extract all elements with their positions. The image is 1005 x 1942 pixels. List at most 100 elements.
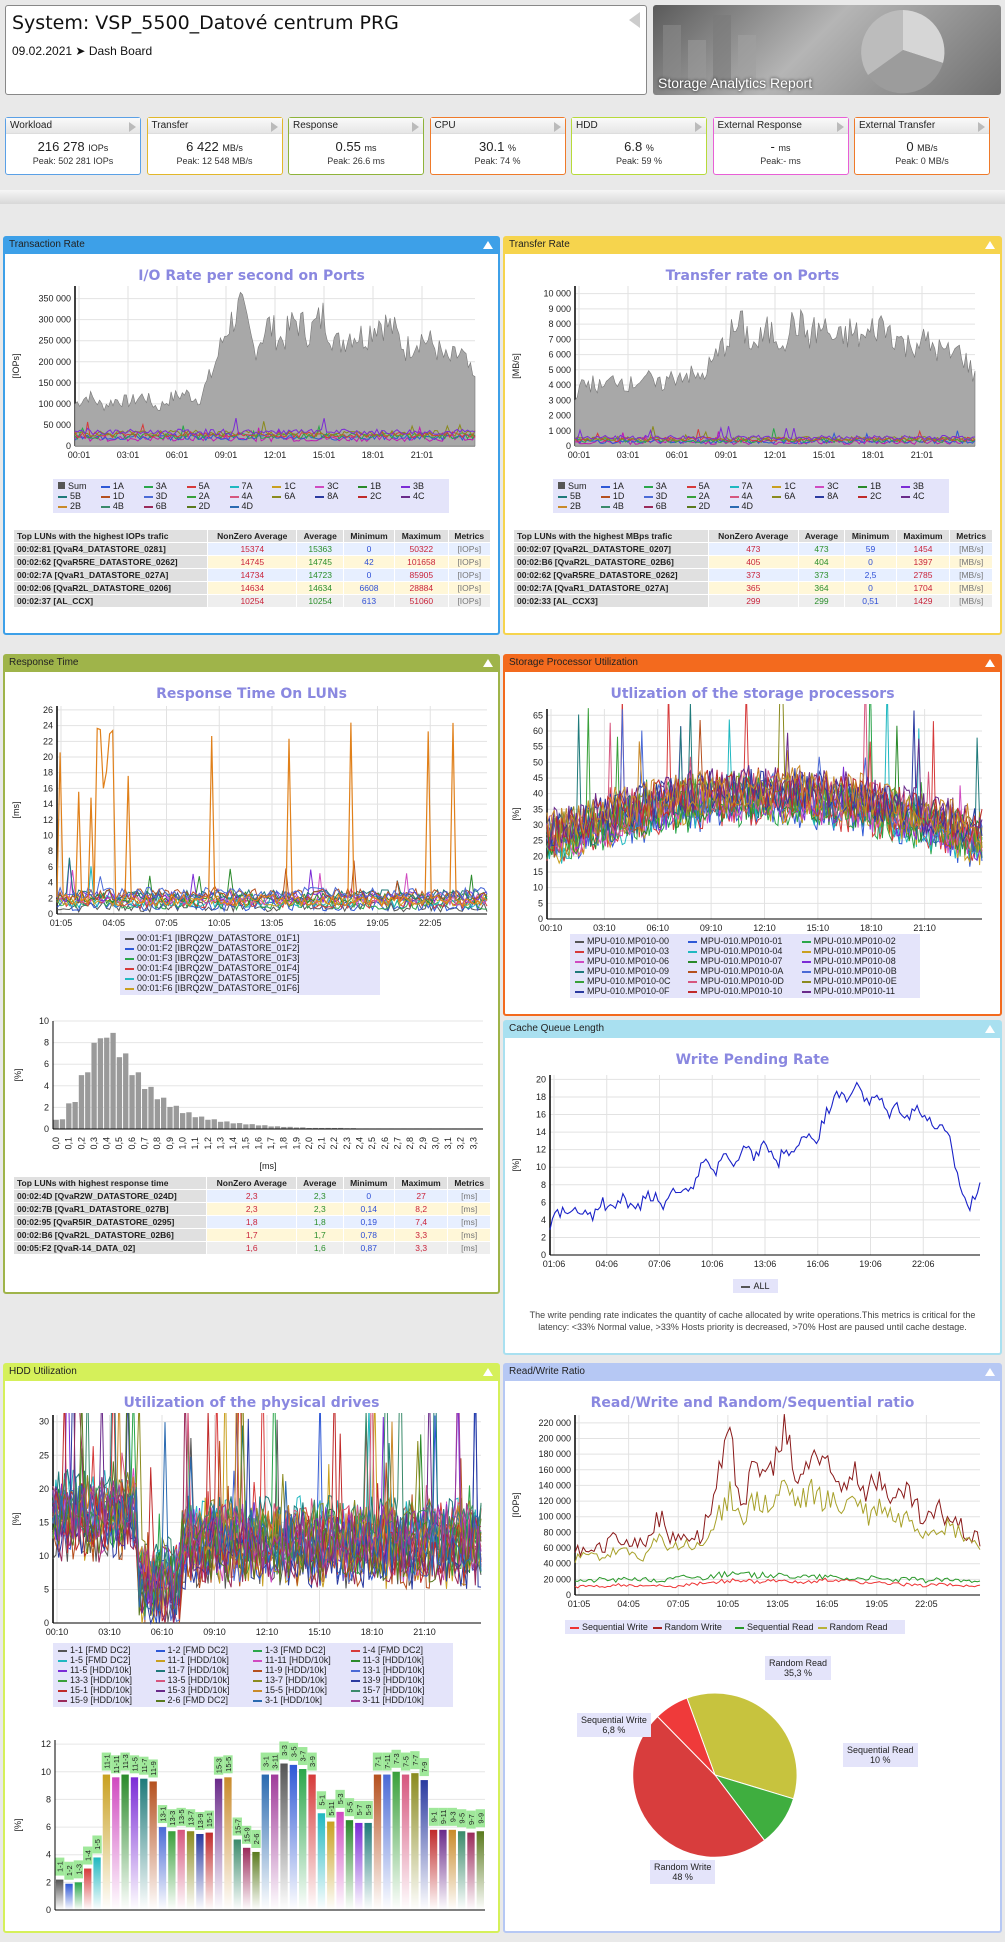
legend-item[interactable]: MPU-010.MP010-0B (801, 966, 915, 976)
expand-right-icon[interactable] (270, 122, 278, 132)
legend-item[interactable]: MPU-010.MP010-04 (688, 946, 801, 956)
legend-item[interactable]: 4D (229, 501, 273, 511)
legend-item[interactable]: 1-5 [FMD DC2] (58, 1655, 156, 1665)
table-row[interactable]: 00:02:81 [QvaR4_DATASTORE_0281] 15374 1536… (14, 543, 490, 555)
table-row[interactable]: 00:02:7B [QvaR1_DATASTORE_027B] 2,3 2,3 0,1… (14, 1203, 490, 1215)
legend-item[interactable]: MPU-010.MP010-00 (575, 936, 688, 946)
table-row[interactable]: 00:05:F2 [QvaR-14_DATA_02] 1,6 1,6 0,87 3,3[… (14, 1242, 490, 1254)
table-row[interactable]: 00:02:33 [AL_CCX3] 299 299 0,51 1429 [MB/s] (514, 595, 992, 607)
expand-right-icon[interactable] (553, 122, 561, 132)
legend-item[interactable]: 5A (686, 481, 730, 491)
breadcrumb-dashboard[interactable]: Dash Board (88, 44, 153, 58)
table-row[interactable]: 00:02:B6 [QvaR2L_DATASTORE_02B6] 1,7 1,7 0,… (14, 1229, 490, 1241)
legend-item[interactable]: 00:01:F4 [IBRQ2W_DATASTORE_01F4] (125, 963, 375, 973)
legend-item[interactable]: 7A (729, 481, 773, 491)
legend-item[interactable]: 1C (772, 481, 815, 491)
legend-item[interactable]: 11-7 [HDD/10k] (155, 1665, 254, 1675)
legend-item[interactable]: 2D (686, 501, 730, 511)
legend-item[interactable]: 11-9 [HDD/10k] (253, 1665, 351, 1675)
legend-item[interactable]: MPU-010.MP010-0F (575, 986, 688, 996)
legend-item[interactable]: 13-1 [HDD/10k] (350, 1665, 449, 1675)
legend-item[interactable]: 4B (100, 501, 144, 511)
legend-item[interactable]: 15-3 [HDD/10k] (155, 1685, 254, 1695)
legend-item[interactable]: 3D (643, 491, 687, 501)
legend-item[interactable]: 1-4 [FMD DC2] (350, 1645, 449, 1655)
legend-item[interactable]: Sum (558, 481, 601, 491)
kpi-cpu[interactable]: CPU 30.1 % Peak: 74 % (429, 117, 566, 175)
legend-item[interactable]: MPU-010.MP010-0D (688, 976, 801, 986)
legend-item[interactable]: 5B (558, 491, 601, 501)
legend-item[interactable]: 1-1 [FMD DC2] (58, 1645, 156, 1655)
legend-item[interactable]: MPU-010.MP010-0E (801, 976, 915, 986)
legend-item[interactable]: 8A (815, 491, 858, 501)
table-row[interactable]: 00:02:06 [QvaR2L_DATASTORE_0206] 14634 146… (14, 582, 490, 594)
legend-item[interactable]: 4A (729, 491, 773, 501)
legend-item[interactable]: 4D (729, 501, 773, 511)
legend-item[interactable]: 2A (186, 491, 230, 501)
legend-item[interactable]: 8A (315, 491, 358, 501)
legend-item[interactable]: 2D (186, 501, 230, 511)
collapse-up-icon[interactable] (985, 1025, 995, 1033)
legend-item[interactable]: MPU-010.MP010-10 (688, 986, 801, 996)
legend-item[interactable]: MPU-010.MP010-0C (575, 976, 688, 986)
legend-item[interactable]: 2B (58, 501, 101, 511)
legend-item[interactable]: 11-11 [HDD/10k] (253, 1655, 351, 1665)
table-row[interactable]: 00:02:95 [QvaR5IR_DATASTORE_0295] 1,8 1,8 0… (14, 1216, 490, 1228)
expand-right-icon[interactable] (129, 122, 136, 132)
legend-item[interactable]: 4B (600, 501, 644, 511)
legend-item[interactable]: Sequential Read (735, 1622, 818, 1632)
legend-item[interactable]: 3A (143, 481, 187, 491)
legend-item[interactable]: 13-5 [HDD/10k] (155, 1675, 254, 1685)
legend-item[interactable]: 11-3 [HDD/10k] (350, 1655, 449, 1665)
expand-right-icon[interactable] (412, 122, 419, 132)
legend-item[interactable]: 1-2 [FMD DC2] (155, 1645, 254, 1655)
legend-item[interactable]: MPU-010.MP010-05 (801, 946, 915, 956)
legend-item[interactable]: 2A (686, 491, 730, 501)
table-row[interactable]: 00:02:07 [QvaR2L_DATASTORE_0207] 473 473 59… (514, 543, 992, 555)
legend-item[interactable]: 3C (815, 481, 858, 491)
legend-item[interactable]: Sequential Write (570, 1622, 653, 1632)
legend-item[interactable]: 3-1 [HDD/10k] (253, 1695, 351, 1705)
table-row[interactable]: 00:02:62 [QvaR5RE_DATASTORE_0262] 14745 14… (14, 556, 490, 568)
legend-item[interactable]: 1D (100, 491, 144, 501)
legend-item[interactable]: MPU-010.MP010-07 (688, 956, 801, 966)
legend-item[interactable]: 4C (401, 491, 444, 501)
kpi-hdd[interactable]: HDD 6.8 % Peak: 59 % (571, 117, 707, 175)
legend-item[interactable]: 00:01:F1 [IBRQ2W_DATASTORE_01F1] (125, 933, 375, 943)
legend-item[interactable]: Sum (58, 481, 101, 491)
legend-item[interactable]: 00:01:F5 [IBRQ2W_DATASTORE_01F5] (125, 973, 375, 983)
legend-item[interactable]: 6A (772, 491, 815, 501)
legend-item[interactable]: 4A (229, 491, 273, 501)
kpi-external-response[interactable]: External Response - ms Peak:- ms (712, 117, 849, 175)
legend-item[interactable]: 1C (272, 481, 315, 491)
legend-item[interactable]: 1A (600, 481, 644, 491)
legend-item[interactable]: 3B (901, 481, 944, 491)
legend-item[interactable]: ALL (738, 1281, 773, 1291)
collapse-up-icon[interactable] (483, 1368, 493, 1376)
panel-header[interactable]: Read/Write Ratio (505, 1365, 1000, 1381)
table-row[interactable]: 00:02:62 [QvaR5RE_DATASTORE_0262] 373 373 2… (514, 569, 992, 581)
legend-item[interactable]: 00:01:F2 [IBRQ2W_DATASTORE_01F2] (125, 943, 375, 953)
legend-item[interactable]: MPU-010.MP010-06 (575, 956, 688, 966)
legend-item[interactable]: MPU-010.MP010-08 (801, 956, 915, 966)
legend-item[interactable]: MPU-010.MP010-0A (688, 966, 801, 976)
kpi-response[interactable]: Response 0.55 ms Peak: 26.6 ms (288, 117, 424, 175)
legend-item[interactable]: 15-5 [HDD/10k] (253, 1685, 351, 1695)
legend-item[interactable]: 2C (358, 491, 401, 501)
legend-item[interactable]: 3C (315, 481, 358, 491)
legend-item[interactable]: 2B (558, 501, 601, 511)
legend-item[interactable]: 11-5 [HDD/10k] (58, 1665, 156, 1675)
legend-item[interactable]: 1-3 [FMD DC2] (253, 1645, 351, 1655)
legend-item[interactable]: 13-3 [HDD/10k] (58, 1675, 156, 1685)
legend-item[interactable]: 2C (858, 491, 901, 501)
legend-item[interactable]: 5A (186, 481, 230, 491)
legend-item[interactable]: 6A (272, 491, 315, 501)
table-row[interactable]: 00:02:B6 [QvaR2L_DATASTORE_02B6] 405 404 0 1… (514, 556, 992, 568)
legend-item[interactable]: 13-9 [HDD/10k] (350, 1675, 449, 1685)
legend-item[interactable]: 11-1 [HDD/10k] (155, 1655, 254, 1665)
legend-item[interactable]: 00:01:F3 [IBRQ2W_DATASTORE_01F3] (125, 953, 375, 963)
legend-item[interactable]: 3D (143, 491, 187, 501)
collapse-up-icon[interactable] (985, 241, 995, 249)
collapse-left-icon[interactable] (629, 12, 640, 28)
collapse-up-icon[interactable] (985, 659, 995, 667)
